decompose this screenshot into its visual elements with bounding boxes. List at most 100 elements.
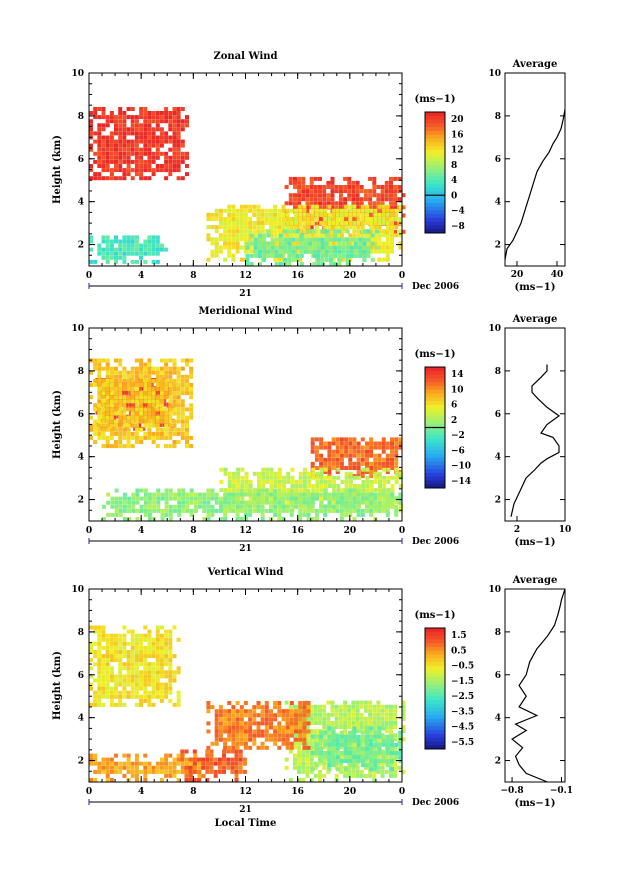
heatmap-cell [351, 217, 356, 222]
heatmap-cell [312, 253, 317, 258]
heatmap-cell [118, 407, 123, 412]
heatmap-cell [394, 471, 399, 476]
heatmap-cell [370, 233, 375, 238]
heatmap-cell [155, 247, 160, 252]
heatmap-cell [122, 366, 127, 371]
heatmap-cell [326, 180, 331, 185]
heatmap-cell [143, 674, 148, 679]
heatmap-cell [372, 185, 377, 189]
heatmap-cell [331, 738, 336, 743]
heatmap-cell [93, 662, 98, 667]
heatmap-cell [294, 713, 298, 718]
heatmap-cell [118, 255, 123, 260]
heatmap-cell [105, 259, 110, 264]
heatmap-cell [143, 765, 148, 770]
heatmap-cell [331, 437, 336, 442]
heatmap-cell [344, 437, 349, 442]
heatmap-cell [302, 225, 307, 230]
heatmap-cell [337, 245, 342, 250]
heatmap-cell [156, 492, 161, 497]
heatmap-cell [293, 704, 297, 709]
heatmap-cell [381, 437, 386, 442]
heatmap-cell [323, 738, 328, 743]
heatmap-cell [134, 678, 139, 683]
heatmap-cell [323, 470, 328, 474]
heatmap-cell [97, 662, 102, 667]
heatmap-cell [369, 470, 374, 474]
heatmap-cell [164, 139, 169, 144]
heatmap-cell [109, 255, 114, 260]
colorbar-swatch [425, 153, 445, 158]
heatmap-cell [168, 123, 173, 128]
heatmap-cell [176, 694, 181, 699]
heatmap-cell [314, 466, 319, 470]
heatmap-cell [235, 229, 240, 234]
heatmap-cell [93, 176, 98, 181]
heatmap-cell [274, 262, 279, 266]
heatmap-cell [301, 761, 306, 766]
heatmap-cell [143, 366, 148, 371]
heatmap-cell [302, 475, 307, 480]
heatmap-cell [398, 742, 403, 747]
heatmap-cell [327, 755, 332, 760]
colorbar-swatch [425, 416, 445, 421]
heatmap-cell [298, 496, 303, 501]
colorbar-swatch [425, 442, 445, 447]
heatmap-cell [139, 658, 144, 663]
heatmap-cell [373, 212, 378, 217]
heatmap-cell [147, 645, 152, 650]
heatmap-cell [239, 212, 244, 217]
heatmap-cell [363, 765, 368, 770]
heatmap-cell [114, 658, 118, 663]
heatmap-cell [206, 500, 211, 505]
heatmap-cell [159, 391, 164, 396]
heatmap-cell [327, 763, 332, 768]
heatmap-cell [243, 701, 248, 705]
heatmap-cell [373, 249, 378, 254]
heatmap-cell [114, 159, 118, 164]
heatmap-cell [252, 233, 257, 238]
heatmap-cell [305, 773, 310, 778]
heatmap-cell [159, 690, 164, 695]
heatmap-cell [176, 111, 181, 115]
heatmap-cell [109, 399, 114, 404]
heatmap-cell [243, 500, 248, 505]
heatmap-cell [93, 654, 98, 659]
heatmap-cell [143, 694, 148, 699]
heatmap-cell [93, 407, 98, 412]
heatmap-cell [227, 245, 232, 250]
heatmap-cell [298, 508, 303, 513]
heatmap-cell [164, 370, 169, 375]
heatmap-cell [286, 475, 291, 480]
heatmap-cell [277, 737, 282, 742]
heatmap-cell [180, 143, 185, 148]
heatmap-cell [214, 500, 219, 505]
heatmap-cell [176, 151, 181, 156]
heatmap-cell [143, 662, 148, 667]
heatmap-cell [273, 488, 278, 493]
heatmap-cell [354, 253, 358, 258]
heatmap-cell [252, 729, 257, 734]
heatmap-cell [122, 492, 127, 497]
heatmap-cell [205, 769, 210, 774]
heatmap-cell [122, 243, 127, 248]
colorbar-unit: (ms−1) [414, 610, 455, 621]
heatmap-cell [319, 461, 324, 466]
heatmap-cell [223, 225, 228, 230]
heatmap-cell [143, 378, 148, 383]
heatmap-cell [231, 721, 236, 726]
heatmap-cell [256, 217, 261, 221]
heatmap-cell [231, 479, 236, 484]
heatmap-cell [393, 757, 398, 762]
heatmap-cell [306, 233, 311, 238]
heatmap-cell [139, 496, 144, 501]
heatmap-cell [381, 738, 386, 743]
heatmap-cell [105, 247, 110, 252]
heatmap-cell [373, 217, 378, 221]
heatmap-cell [176, 127, 181, 132]
heatmap-cell [147, 131, 152, 136]
heatmap-cell [180, 366, 185, 371]
x-tick-label: 0 [86, 526, 92, 536]
heatmap-cell [256, 225, 261, 230]
heatmap-cell [89, 119, 93, 124]
